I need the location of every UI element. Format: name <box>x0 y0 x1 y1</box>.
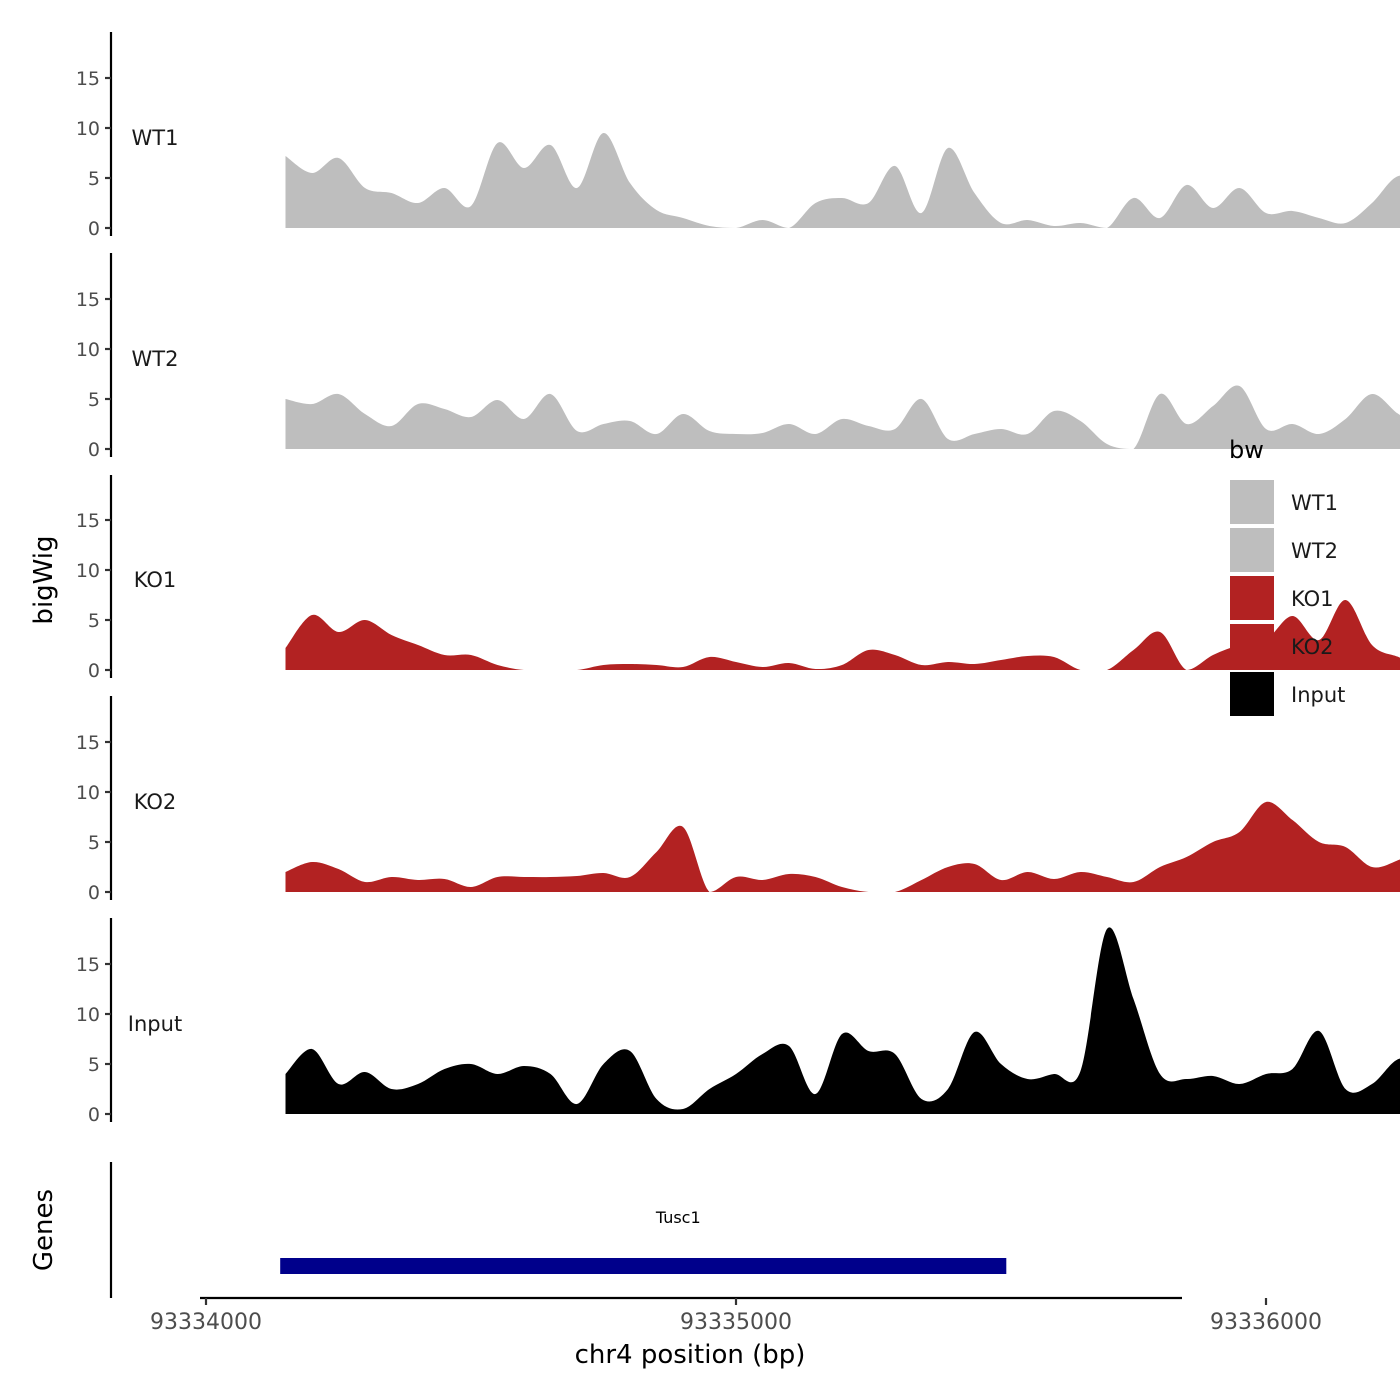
y-tick-label: 15 <box>76 732 100 754</box>
track-ko1: 0 5 10 15 KO1 <box>76 475 1400 682</box>
legend-key-ko1 <box>1230 576 1274 620</box>
y-tick-label: 5 <box>88 832 100 854</box>
legend-label: Input <box>1291 683 1345 707</box>
y-tick-label: 0 <box>88 1104 100 1126</box>
x-axis-title: chr4 position (bp) <box>575 1340 806 1370</box>
gene-bar <box>280 1258 1007 1274</box>
legend-label: KO2 <box>1291 635 1334 659</box>
x-tick-label: 93334000 <box>150 1310 262 1335</box>
y-tick-label: 0 <box>88 882 100 904</box>
genes-panel: Tusc1 <box>109 1162 1007 1298</box>
track-input: 0 5 10 15 Input <box>76 918 1400 1126</box>
x-axis: 93334000933350009333600093337000 <box>150 1296 1322 1335</box>
y-tick-label: 10 <box>76 1004 100 1026</box>
y-tick-label: 5 <box>88 168 100 190</box>
y-tick-label: 0 <box>88 439 100 461</box>
coverage-area-input <box>285 927 1400 1114</box>
y-tick-label: 10 <box>76 560 100 582</box>
legend-key-ko2 <box>1230 624 1274 668</box>
y-tick-label: 10 <box>76 339 100 361</box>
y-tick-label: 5 <box>88 610 100 632</box>
track-label: KO1 <box>134 568 177 592</box>
legend-label: WT1 <box>1291 491 1338 515</box>
coverage-area-wt2 <box>285 385 1400 449</box>
y-tick-label: 0 <box>88 660 100 682</box>
y-tick-label: 0 <box>88 218 100 240</box>
x-tick-label: 93336000 <box>1210 1310 1322 1335</box>
coverage-tracks: 0 5 10 15 WT1 0 5 10 15 WT2 0 5 10 15 KO1 0 5 10 15 KO2 0 5 10… <box>76 32 1400 1126</box>
legend-title: bw <box>1229 436 1264 464</box>
y-tick-label: 10 <box>76 782 100 804</box>
track-label: Input <box>128 1012 182 1036</box>
x-tick-label: 93335000 <box>680 1310 792 1335</box>
track-ko2: 0 5 10 15 KO2 <box>76 696 1400 904</box>
gene-label: Tusc1 <box>655 1208 701 1227</box>
track-label: WT1 <box>132 126 179 150</box>
legend-label: WT2 <box>1291 539 1338 563</box>
track-wt1: 0 5 10 15 WT1 <box>76 32 1400 240</box>
legend-key-wt1 <box>1230 480 1274 524</box>
coverage-area-ko1 <box>285 599 1400 670</box>
coverage-area-wt1 <box>285 132 1400 228</box>
y-tick-label: 10 <box>76 118 100 140</box>
legend-key-wt2 <box>1230 528 1274 572</box>
y-tick-label: 15 <box>76 68 100 90</box>
genes-panel-title: Genes <box>29 1189 59 1271</box>
legend: bw WT1 WT2 KO1 KO2 Input <box>1229 436 1345 716</box>
track-wt2: 0 5 10 15 WT2 <box>76 253 1400 461</box>
y-axis-title: bigWig <box>29 535 59 624</box>
y-tick-label: 15 <box>76 289 100 311</box>
y-tick-label: 5 <box>88 1054 100 1076</box>
legend-key-input <box>1230 672 1274 716</box>
track-label: WT2 <box>132 347 179 371</box>
y-tick-label: 15 <box>76 510 100 532</box>
legend-label: KO1 <box>1291 587 1334 611</box>
track-label: KO2 <box>134 790 177 814</box>
coverage-area-ko2 <box>285 801 1400 893</box>
y-tick-label: 15 <box>76 954 100 976</box>
y-tick-label: 5 <box>88 389 100 411</box>
